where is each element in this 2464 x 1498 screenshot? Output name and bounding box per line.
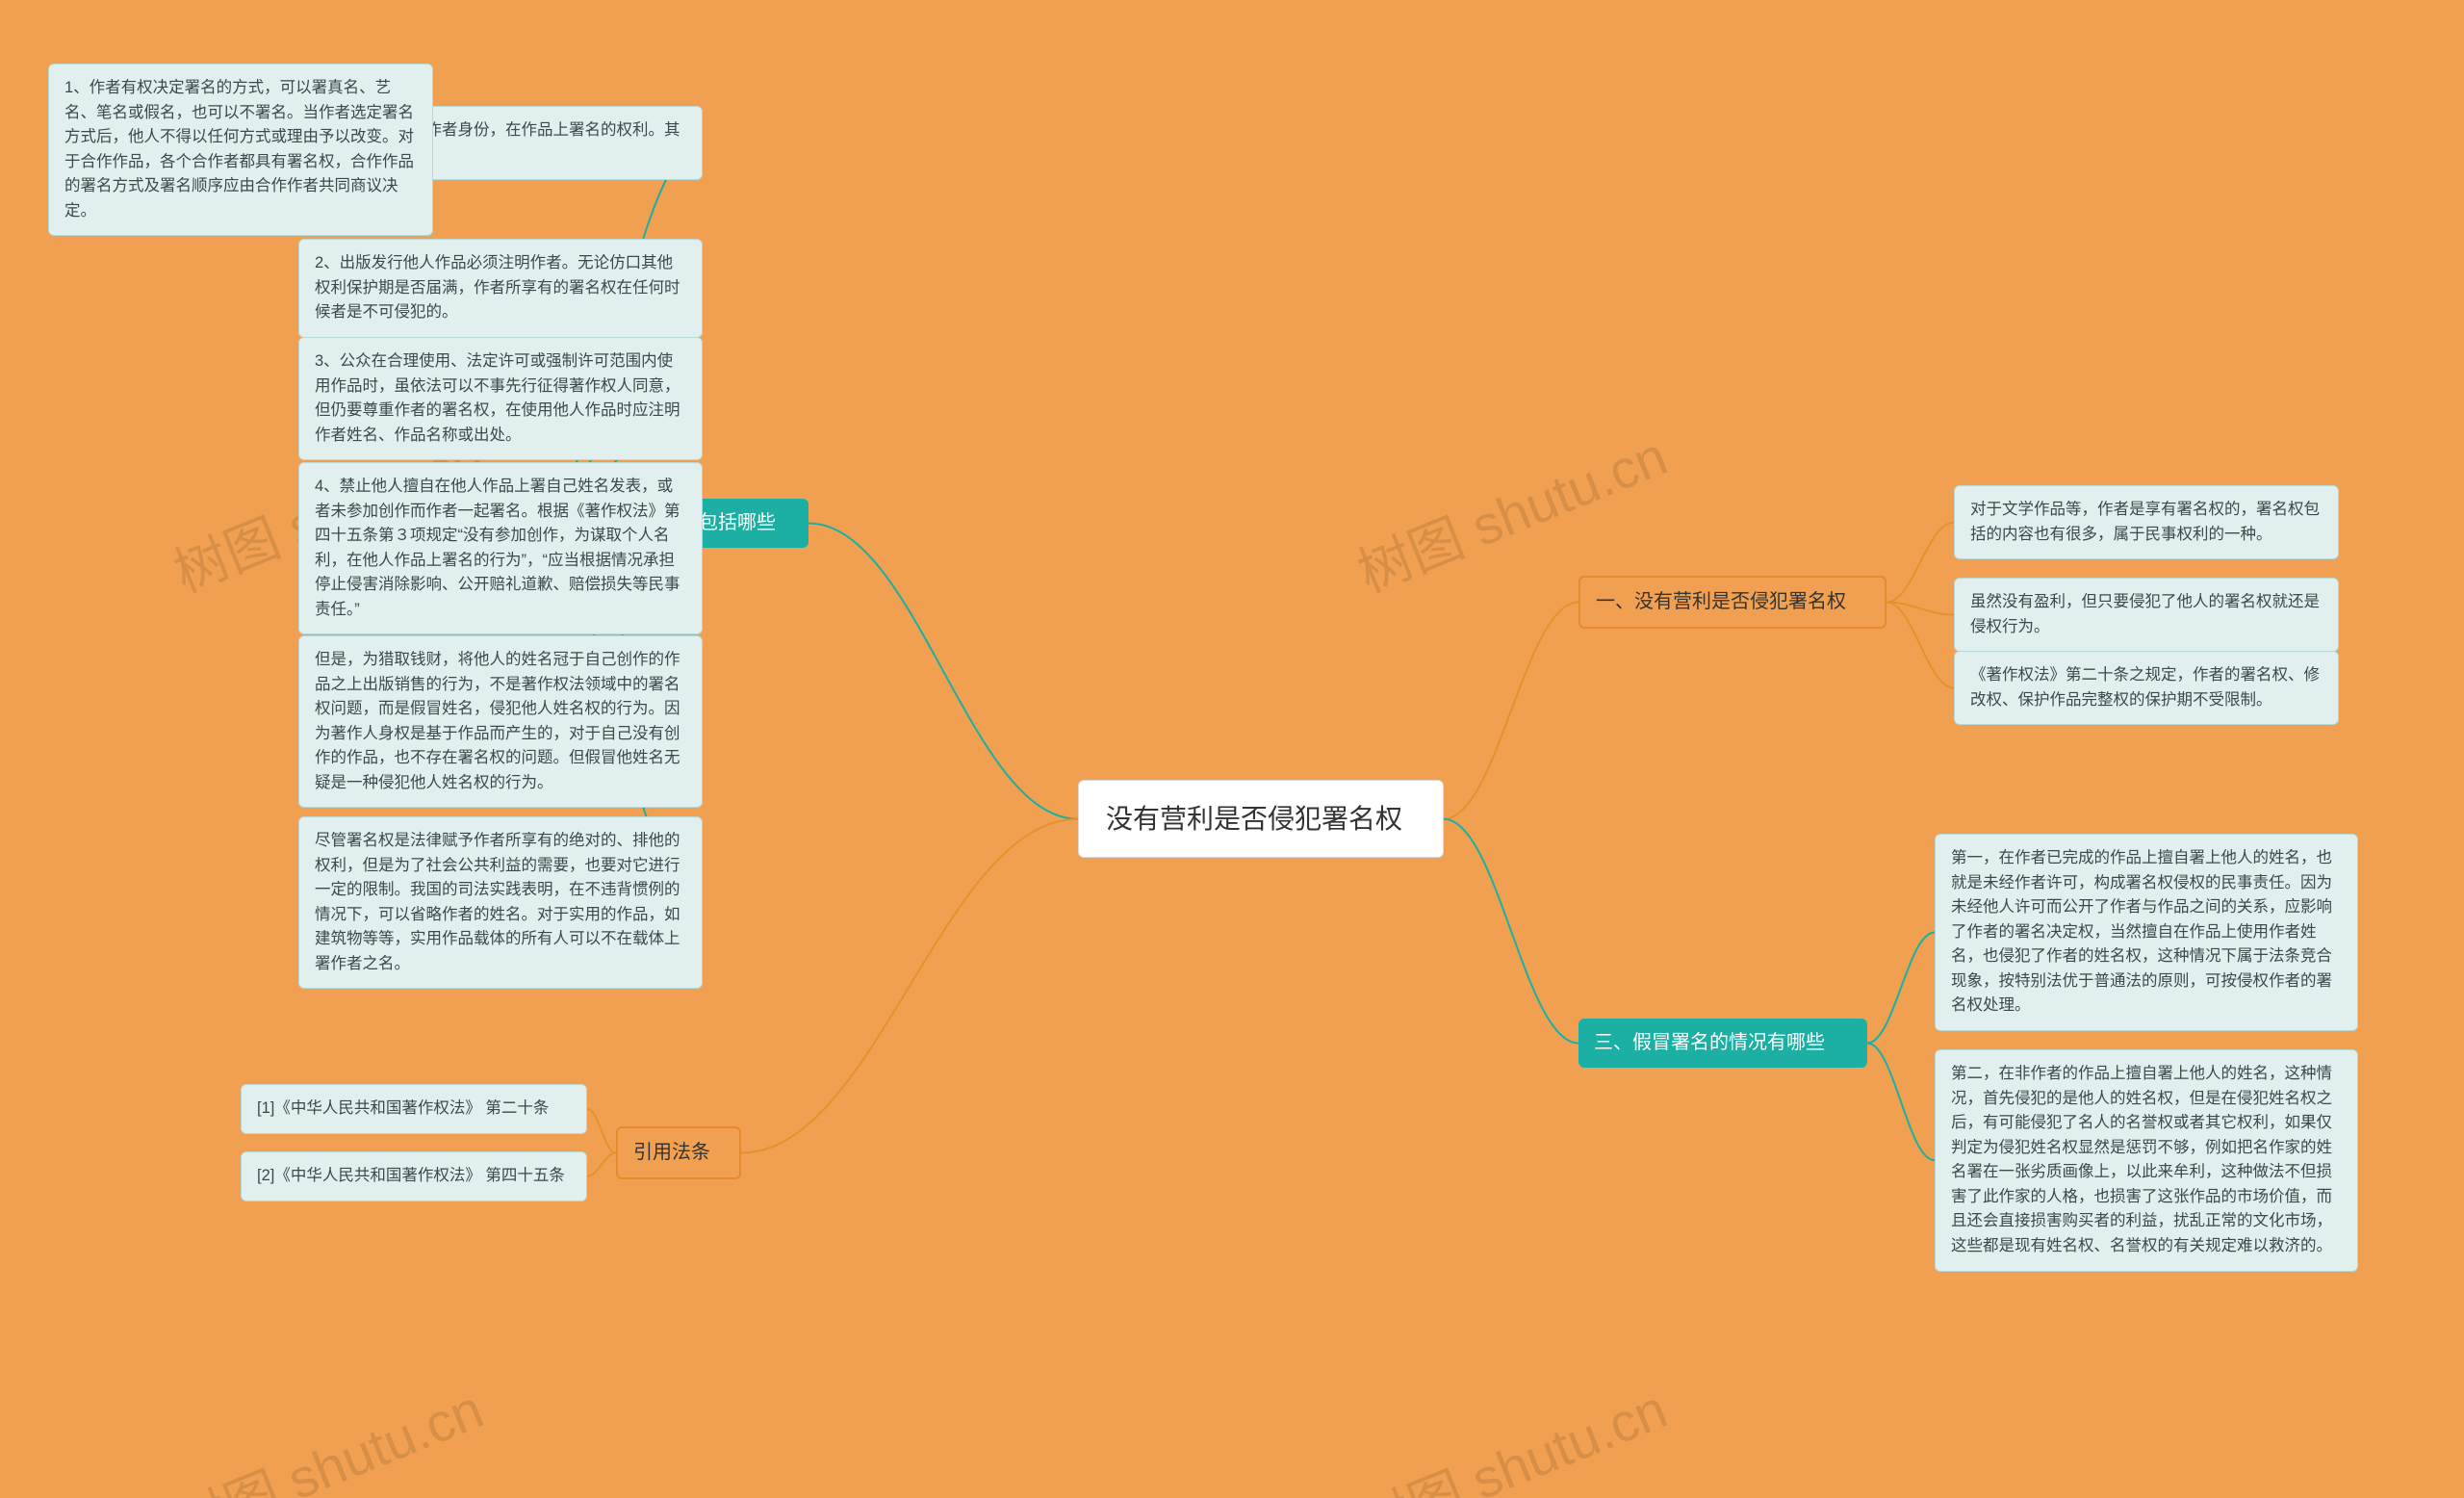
branch-refs: 引用法条 — [616, 1126, 741, 1179]
branch-2-point: 1、作者有权决定署名的方式，可以署真名、艺名、笔名或假名，也可以不署名。当作者选… — [48, 64, 433, 236]
branch-1: 一、没有营利是否侵犯署名权 — [1578, 576, 1886, 629]
branch-3-leaf: 第一，在作者已完成的作品上擅自署上他人的姓名，也就是未经作者许可，构成署名权侵权… — [1935, 834, 2358, 1031]
branch-2-note: 尽管署名权是法律赋予作者所享有的绝对的、排他的权利，但是为了社会公共利益的需要，… — [298, 816, 703, 989]
refs-item: [1]《中华人民共和国著作权法》 第二十条 — [241, 1084, 587, 1134]
branch-2-point: 3、公众在合理使用、法定许可或强制许可范围内使用作品时，虽依法可以不事先行征得著… — [298, 337, 703, 460]
branch-2-point: 4、禁止他人擅自在他人作品上署自己姓名发表，或者未参加创作而作者一起署名。根据《… — [298, 462, 703, 634]
branch-2-point: 2、出版发行他人作品必须注明作者。无论仿口其他权利保护期是否届满，作者所享有的署… — [298, 239, 703, 338]
root-node: 没有营利是否侵犯署名权 — [1078, 780, 1444, 858]
branch-2-note: 但是，为猎取钱财，将他人的姓名冠于自己创作的作品之上出版销售的行为，不是著作权法… — [298, 635, 703, 808]
refs-item: [2]《中华人民共和国著作权法》 第四十五条 — [241, 1151, 587, 1201]
branch-1-leaf: 对于文学作品等，作者是享有署名权的，署名权包括的内容也有很多，属于民事权利的一种… — [1954, 485, 2339, 559]
watermark: 树图 shutu.cn — [1345, 1366, 1677, 1498]
branch-1-leaf: 《著作权法》第二十条之规定，作者的署名权、修改权、保护作品完整权的保护期不受限制… — [1954, 651, 2339, 725]
branch-3-leaf: 第二，在非作者的作品上擅自署上他人的姓名，这种情况，首先侵犯的是他人的姓名权，但… — [1935, 1049, 2358, 1272]
branch-1-leaf: 虽然没有盈利，但只要侵犯了他人的署名权就还是侵权行为。 — [1954, 578, 2339, 652]
branch-3: 三、假冒署名的情况有哪些 — [1578, 1019, 1867, 1068]
watermark: 树图 shutu.cn — [161, 1366, 493, 1498]
